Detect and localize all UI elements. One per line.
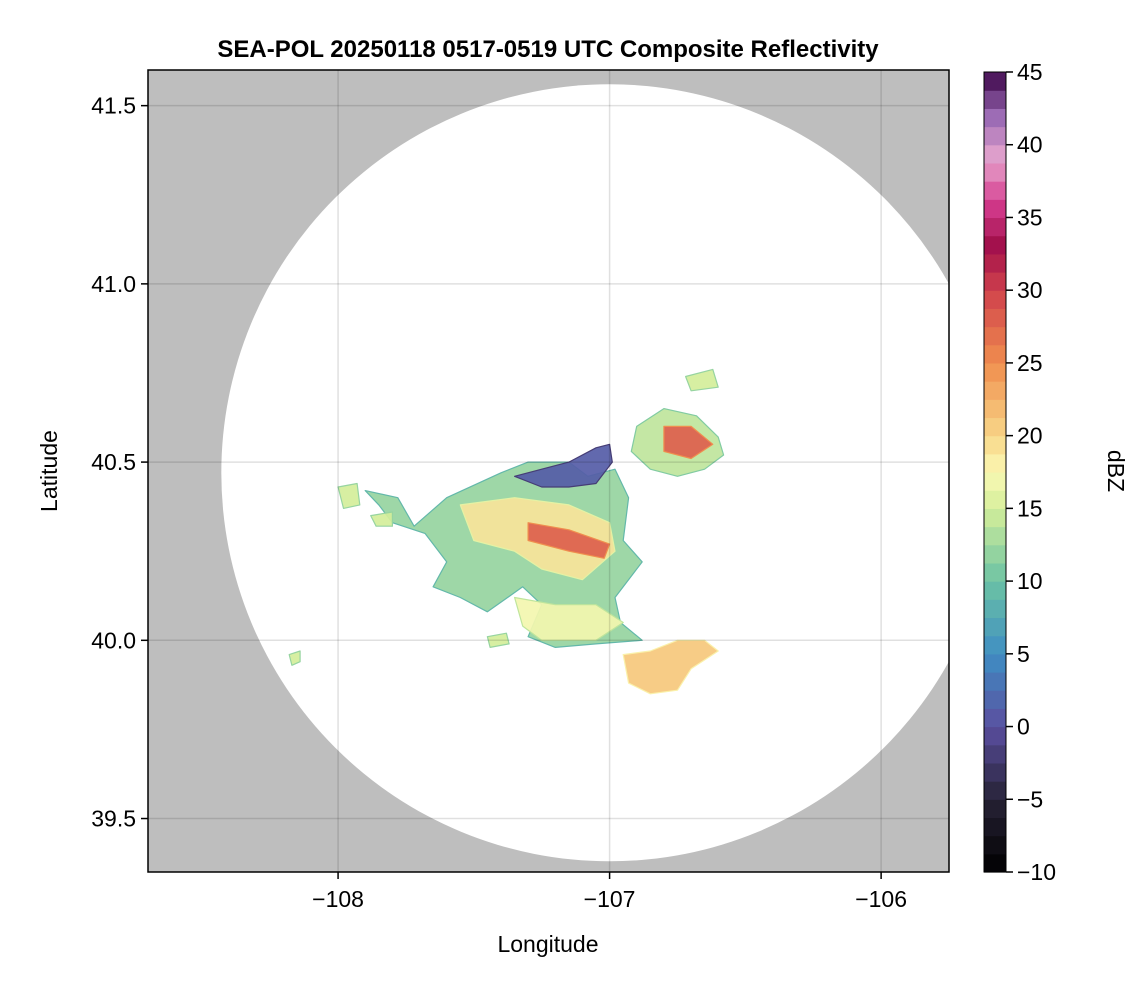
colorbar-segment <box>984 526 1006 546</box>
colorbar-segment <box>984 544 1006 564</box>
echo-region-far-ne-cell <box>684 368 719 392</box>
colorbar-tick-label: 40 <box>1017 132 1043 158</box>
echo-region-west-fragment-2 <box>370 511 393 527</box>
x-axis-label: Longitude <box>497 931 598 957</box>
colorbar-segment <box>984 853 1006 873</box>
colorbar-segment <box>984 217 1006 237</box>
colorbar-segment <box>984 417 1006 437</box>
colorbar-segment <box>984 799 1006 819</box>
colorbar-tick-label: 45 <box>1017 59 1043 85</box>
echo-region-main-south-lobe <box>513 596 624 641</box>
colorbar-segment <box>984 726 1006 746</box>
colorbar-segment <box>984 635 1006 655</box>
colorbar-segment <box>984 508 1006 528</box>
x-tick-label: −107 <box>584 886 636 912</box>
colorbar-segment <box>984 235 1006 255</box>
colorbar-segment <box>984 453 1006 473</box>
colorbar-segment <box>984 781 1006 800</box>
colorbar-segment <box>984 562 1006 582</box>
colorbar: −10 −5 0 5 10 15 20 25 30 35 40 45 <box>983 59 1056 885</box>
y-tick-label: 40.0 <box>91 627 136 653</box>
colorbar-tick-label: 20 <box>1017 423 1043 449</box>
x-tick-label: −108 <box>312 886 364 912</box>
colorbar-segment <box>984 381 1006 400</box>
echo-region-main-high-core <box>527 522 611 559</box>
colorbar-segment <box>984 472 1006 491</box>
colorbar-segment <box>984 617 1006 637</box>
colorbar-tick-label: 35 <box>1017 204 1043 230</box>
y-tick-label: 40.5 <box>91 449 136 475</box>
colorbar-segment <box>984 835 1006 855</box>
y-axis-ticks: 39.5 40.0 40.5 41.0 41.5 <box>91 93 148 832</box>
colorbar-segment <box>984 362 1006 382</box>
colorbar-segment <box>984 817 1006 837</box>
reflectivity-echoes <box>288 368 725 695</box>
colorbar-tick-label: 30 <box>1017 277 1043 303</box>
colorbar-segment <box>984 344 1006 364</box>
y-axis-label: Latitude <box>36 430 62 512</box>
x-axis-ticks: −108 −107 −106 <box>312 872 907 912</box>
echo-region-far-sw-fragment <box>288 650 301 666</box>
colorbar-segment <box>984 308 1006 328</box>
chart-title: SEA-POL 20250118 0517-0519 UTC Composite… <box>217 36 879 63</box>
colorbar-segment <box>984 90 1006 109</box>
echo-region-west-fragment <box>337 482 361 509</box>
colorbar-segment <box>984 126 1006 146</box>
colorbar-segment <box>984 144 1006 164</box>
colorbar-tick-label: 5 <box>1017 641 1030 667</box>
colorbar-tick-label: 15 <box>1017 495 1043 521</box>
colorbar-segment <box>984 253 1006 273</box>
colorbar-tick-label: 10 <box>1017 568 1043 594</box>
x-tick-label: −106 <box>855 886 907 912</box>
colorbar-tick-label: 0 <box>1017 714 1030 740</box>
colorbar-segment <box>984 744 1006 764</box>
colorbar-segment <box>984 599 1006 619</box>
echo-region-north-band <box>513 443 613 488</box>
colorbar-segment <box>984 690 1006 709</box>
colorbar-segment <box>984 672 1006 691</box>
colorbar-segment <box>984 399 1006 419</box>
y-tick-label: 39.5 <box>91 806 136 832</box>
colorbar-segment <box>984 581 1006 600</box>
colorbar-tick-label: −10 <box>1017 859 1056 885</box>
colorbar-segment <box>984 708 1006 728</box>
echo-region-ne-core <box>663 425 714 460</box>
colorbar-segment <box>984 108 1006 128</box>
colorbar-tick-label: −5 <box>1017 786 1043 812</box>
colorbar-tick-label: 25 <box>1017 350 1043 376</box>
plot-area <box>147 69 998 873</box>
colorbar-segment <box>984 653 1006 673</box>
colorbar-segment <box>984 199 1006 219</box>
colorbar-segment <box>984 181 1006 200</box>
echo-region-se-cell <box>622 639 719 695</box>
colorbar-segment <box>984 162 1006 182</box>
colorbar-segment <box>984 326 1006 346</box>
plot-frame <box>147 69 950 873</box>
colorbar-segment <box>984 272 1006 291</box>
colorbar-segment <box>984 762 1006 782</box>
y-tick-label: 41.0 <box>91 271 136 297</box>
colorbar-segment <box>984 72 1006 91</box>
colorbar-segment <box>984 490 1006 509</box>
grid-lines <box>148 70 949 872</box>
echo-region-sw-fragment <box>486 632 510 649</box>
colorbar-segment <box>984 290 1006 309</box>
colorbar-segment <box>984 435 1006 455</box>
colorbar-label: dBZ <box>1103 450 1129 492</box>
y-tick-label: 41.5 <box>91 93 136 119</box>
colorbar-frame <box>983 71 1007 873</box>
